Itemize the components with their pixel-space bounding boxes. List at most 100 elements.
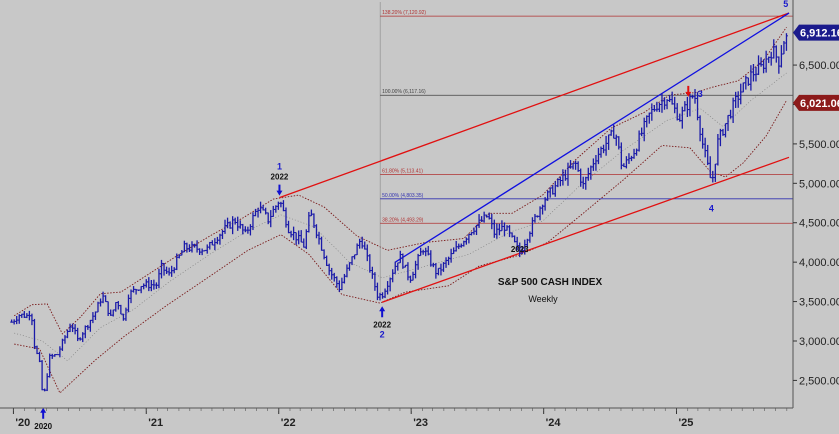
ohlc-bar xyxy=(589,165,593,180)
ohlc-bar xyxy=(505,225,509,231)
year-label: 2023 xyxy=(511,245,529,254)
ohlc-bar xyxy=(492,219,496,238)
ohlc-bar xyxy=(584,176,588,190)
ohlc-bar xyxy=(45,373,49,392)
ohlc-bar xyxy=(91,312,95,324)
bollinger-band-line xyxy=(13,26,787,335)
ohlc-bar xyxy=(581,176,585,189)
wave-label: 3 xyxy=(698,89,703,99)
ohlc-bar xyxy=(444,257,448,268)
y-tick-label: 2,500.00 xyxy=(799,375,839,387)
ohlc-bar xyxy=(779,45,783,68)
fib-level-label: 138.20% (7,120.92) xyxy=(382,10,426,16)
wave-label: 4 xyxy=(709,203,714,213)
arrow-down-icon xyxy=(276,184,283,196)
ohlc-bar xyxy=(114,301,118,312)
bollinger-band-line xyxy=(14,100,787,394)
ohlc-bar xyxy=(142,283,146,290)
ohlc-bar xyxy=(292,226,296,241)
ohlc-bar xyxy=(454,240,458,252)
ohlc-bar xyxy=(30,313,34,326)
ohlc-bar xyxy=(482,211,486,223)
ohlc-bar xyxy=(393,261,397,274)
ohlc-bar xyxy=(358,238,362,249)
ohlc-bar xyxy=(655,101,659,112)
trendline xyxy=(394,12,790,263)
ohlc-bar xyxy=(271,205,275,217)
arrow-up-icon xyxy=(40,407,47,419)
ohlc-bar xyxy=(596,147,600,165)
ohlc-bar xyxy=(386,281,390,295)
price-badge-label: 6,912.16 xyxy=(800,28,839,40)
ohlc-bar xyxy=(83,325,87,339)
ohlc-bar xyxy=(147,277,151,292)
ohlc-bar xyxy=(297,230,301,245)
ohlc-bar xyxy=(594,154,598,171)
ohlc-bar xyxy=(38,351,42,363)
arrow-up-icon xyxy=(379,306,386,318)
ohlc-bar xyxy=(350,256,354,266)
ohlc-bar xyxy=(774,45,778,63)
ohlc-bar xyxy=(256,207,260,218)
ohlc-bar xyxy=(165,266,169,275)
ohlc-bar xyxy=(635,148,639,156)
ohlc-bar xyxy=(342,273,346,284)
y-tick-label: 6,500.00 xyxy=(799,60,839,72)
ohlc-bar xyxy=(340,277,344,291)
ohlc-bar xyxy=(58,346,62,358)
x-tick-label: '24 xyxy=(546,417,562,429)
ohlc-bar xyxy=(231,216,235,235)
price-badge: 6,021.06 xyxy=(793,94,839,111)
ohlc-bar xyxy=(624,156,628,169)
price-badge-shape xyxy=(793,24,839,41)
ohlc-bar xyxy=(289,230,293,238)
year-label: 2020 xyxy=(34,422,52,431)
ohlc-bar xyxy=(411,271,415,281)
x-tick-label: '21 xyxy=(148,417,163,429)
ohlc-bar xyxy=(650,103,654,121)
ohlc-bar xyxy=(205,244,209,254)
ohlc-bar xyxy=(195,240,199,253)
ohlc-bar xyxy=(210,240,214,246)
ohlc-bar xyxy=(175,253,179,271)
ohlc-bar xyxy=(673,96,677,114)
ohlc-bar xyxy=(551,185,555,195)
ohlc-bar xyxy=(711,170,715,183)
ohlc-bar xyxy=(579,168,583,187)
ohlc-bar xyxy=(48,353,52,378)
ohlc-bar xyxy=(749,65,753,91)
ohlc-bar xyxy=(777,56,781,74)
ohlc-bar xyxy=(126,294,130,313)
ohlc-bar xyxy=(309,209,313,217)
y-tick-label: 4,500.00 xyxy=(799,218,839,230)
ohlc-bar xyxy=(731,97,735,124)
ohlc-bar xyxy=(157,268,161,289)
ohlc-bar xyxy=(680,106,684,129)
ohlc-bar xyxy=(213,238,217,251)
ohlc-bar xyxy=(449,248,453,263)
ohlc-bar xyxy=(348,262,352,271)
ohlc-bar xyxy=(40,360,44,391)
ohlc-bar xyxy=(248,224,252,236)
fib-level-label: 38.20% (4,493.29) xyxy=(382,217,423,223)
ohlc-bar xyxy=(93,311,97,320)
x-tick-label: '23 xyxy=(413,417,428,429)
wave-label: 2 xyxy=(380,329,385,339)
ohlc-bar xyxy=(381,292,385,299)
ohlc-bar xyxy=(591,158,595,171)
ohlc-bar xyxy=(368,254,372,273)
ohlc-bar xyxy=(640,127,644,137)
y-tick-label: 5,500.00 xyxy=(799,139,839,151)
ohlc-bar xyxy=(314,224,318,239)
ohlc-bar xyxy=(144,279,148,288)
x-tick-label: '25 xyxy=(678,417,693,429)
ohlc-bar xyxy=(66,329,70,339)
ohlc-bar xyxy=(741,82,745,93)
arrow-down-icon xyxy=(685,85,692,97)
ohlc-bar xyxy=(495,223,499,239)
price-badge-shape xyxy=(793,94,839,111)
ohlc-bar xyxy=(574,160,578,170)
ohlc-bar xyxy=(160,259,164,279)
ohlc-bar xyxy=(167,267,171,276)
